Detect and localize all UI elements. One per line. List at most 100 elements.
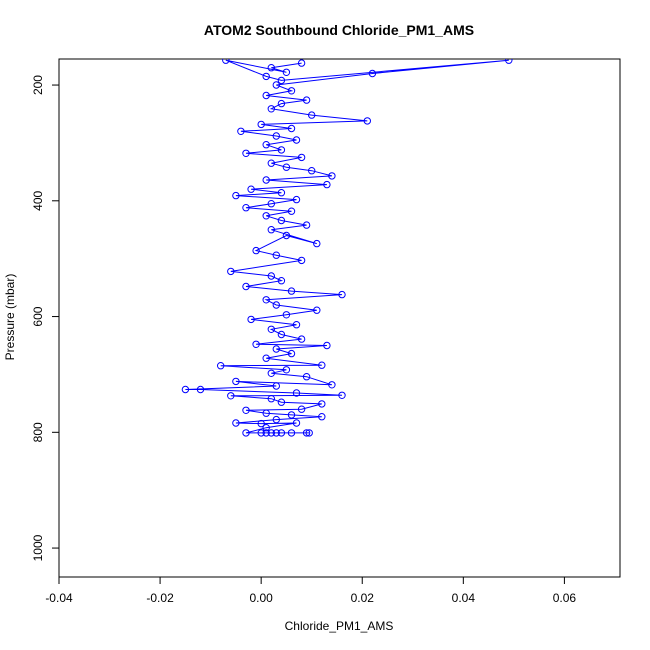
data-point <box>267 105 275 113</box>
data-point <box>277 76 286 85</box>
data-point <box>262 424 270 432</box>
data-point <box>297 256 306 265</box>
data-point <box>242 429 250 437</box>
data-point <box>267 64 275 72</box>
data-point <box>318 413 326 421</box>
data-point <box>313 239 321 248</box>
data-point <box>227 267 235 276</box>
y-tick-label: 800 <box>31 422 45 442</box>
data-point <box>247 315 255 324</box>
data-point <box>277 277 286 285</box>
data-point <box>302 373 311 381</box>
data-point <box>297 335 306 343</box>
data-point <box>267 429 275 437</box>
data-point <box>217 362 225 370</box>
data-point <box>292 321 301 329</box>
data-point <box>262 91 270 100</box>
data-point <box>247 185 255 193</box>
data-point <box>282 68 291 77</box>
data-point <box>272 429 280 437</box>
y-axis: 200 400 600 800 1000 <box>31 75 60 561</box>
data-point <box>277 146 286 154</box>
data-point <box>272 345 280 353</box>
data-point <box>242 149 250 158</box>
data-point <box>252 340 260 348</box>
data-point <box>181 385 190 394</box>
data-point <box>267 369 275 377</box>
y-axis-label: Pressure (mbar) <box>3 274 17 361</box>
x-tick-label: 0.04 <box>452 591 476 605</box>
data-point <box>318 361 326 369</box>
data-point <box>282 163 291 171</box>
data-point <box>368 69 377 78</box>
data-point <box>242 406 250 414</box>
data-point <box>297 153 306 162</box>
data-point <box>297 59 306 67</box>
data-point <box>272 81 280 89</box>
data-point <box>287 124 296 133</box>
y-tick-label: 400 <box>31 190 45 210</box>
x-tick-label: -0.04 <box>45 591 73 605</box>
data-point <box>287 207 296 215</box>
data-point <box>338 391 346 399</box>
x-axis: -0.04 -0.02 0.00 0.02 0.04 0.06 <box>45 576 577 605</box>
x-tick-label: -0.02 <box>146 591 174 605</box>
data-point <box>277 398 286 406</box>
data-point <box>287 87 296 95</box>
data-point <box>272 415 280 424</box>
data-point <box>277 99 286 108</box>
data-point <box>292 419 301 427</box>
data-point <box>308 167 316 175</box>
chart-title: ATOM2 Southbound Chloride_PM1_AMS <box>204 22 474 38</box>
x-axis-label: Chloride_PM1_AMS <box>285 619 394 633</box>
data-point <box>196 385 205 394</box>
data-point <box>242 282 250 291</box>
y-tick-label: 200 <box>31 75 45 95</box>
data-point <box>232 419 240 427</box>
data-point <box>262 354 270 362</box>
data-point <box>242 204 250 212</box>
data-point <box>272 382 280 390</box>
data-point <box>262 72 270 81</box>
data-point <box>272 301 280 309</box>
data-point <box>277 216 286 225</box>
data-point <box>292 136 301 144</box>
data-point <box>328 172 336 180</box>
data-point <box>232 377 240 386</box>
data-point <box>287 411 296 419</box>
data-point <box>313 306 321 314</box>
data-point <box>302 221 311 229</box>
data-point <box>277 189 286 197</box>
data-point <box>328 381 336 389</box>
data-point <box>318 400 326 408</box>
data-point <box>257 429 265 437</box>
data-point <box>308 111 316 119</box>
data-point <box>287 429 296 437</box>
data-point <box>338 290 346 299</box>
data-point <box>363 117 371 125</box>
data-point <box>292 195 301 204</box>
x-tick-label: 0.06 <box>553 591 577 605</box>
data-series <box>181 59 513 437</box>
x-tick-label: 0.02 <box>351 591 375 605</box>
data-point <box>222 59 230 64</box>
data-point <box>262 296 270 304</box>
data-point <box>323 341 331 350</box>
data-point <box>282 231 291 240</box>
data-point <box>282 311 291 319</box>
data-point <box>505 59 513 64</box>
data-point <box>302 429 311 437</box>
data-point <box>262 176 270 184</box>
x-tick-label: 0.00 <box>249 591 273 605</box>
data-point <box>287 349 296 358</box>
data-point <box>267 272 275 280</box>
data-point <box>292 389 301 397</box>
data-point <box>232 191 240 200</box>
data-point <box>262 409 270 417</box>
y-tick-label: 1000 <box>31 534 45 561</box>
data-point <box>287 287 296 295</box>
data-point <box>257 120 265 129</box>
data-point <box>277 330 286 339</box>
